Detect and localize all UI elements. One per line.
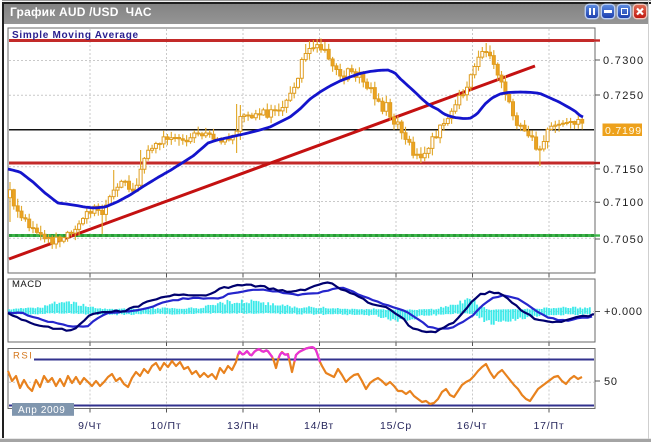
svg-text:0.7300: 0.7300 xyxy=(603,55,644,67)
svg-text:RSI: RSI xyxy=(13,351,33,362)
svg-text:0.7100: 0.7100 xyxy=(603,197,644,209)
svg-text:Simple Moving Average: Simple Moving Average xyxy=(12,30,139,41)
svg-text:50: 50 xyxy=(604,376,618,388)
svg-text:9/Чт: 9/Чт xyxy=(78,420,102,432)
svg-text:10/Пт: 10/Пт xyxy=(151,420,182,432)
svg-text:17/Пт: 17/Пт xyxy=(534,420,565,432)
svg-text:13/Пн: 13/Пн xyxy=(227,420,259,432)
svg-text:Апр 2009: Апр 2009 xyxy=(18,405,65,416)
svg-text:14/Вт: 14/Вт xyxy=(304,420,334,432)
svg-text:MACD: MACD xyxy=(12,279,42,290)
svg-text:0.7199: 0.7199 xyxy=(605,125,642,137)
svg-text:15/Ср: 15/Ср xyxy=(380,420,412,432)
svg-text:+0.000: +0.000 xyxy=(604,306,643,318)
svg-text:0.7050: 0.7050 xyxy=(603,234,644,246)
svg-text:0.7250: 0.7250 xyxy=(603,90,644,102)
svg-text:0.7150: 0.7150 xyxy=(603,164,644,176)
svg-text:16/Чт: 16/Чт xyxy=(457,420,487,432)
